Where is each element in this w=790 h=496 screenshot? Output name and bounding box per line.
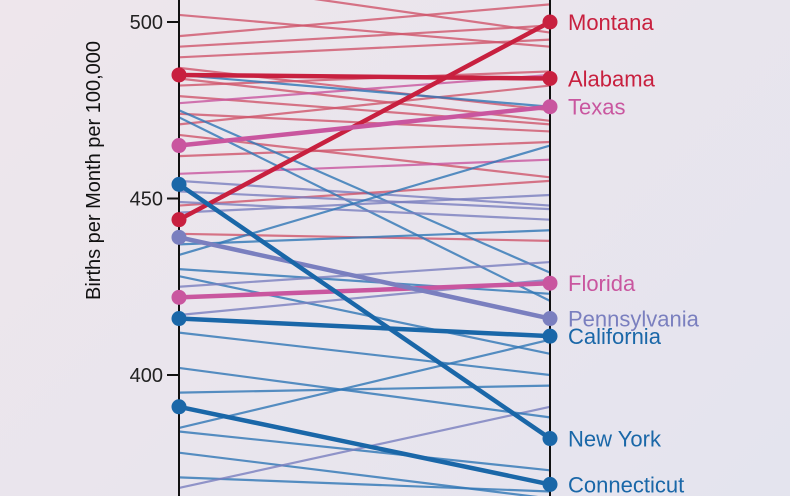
background-series-line <box>178 430 551 472</box>
end-point <box>542 70 558 86</box>
y-tick-label: 400 <box>130 365 163 387</box>
background-series-line <box>178 3 551 38</box>
highlight-series-line <box>178 235 551 321</box>
y-tick-label: 450 <box>130 189 163 211</box>
background-series-line <box>178 116 551 302</box>
state-label: Florida <box>568 271 636 296</box>
background-lines-layer <box>178 0 551 496</box>
start-point <box>171 138 187 154</box>
highlight-series-line <box>178 72 551 81</box>
background-series-line <box>178 73 551 108</box>
background-series-line <box>178 476 551 493</box>
background-series-line <box>178 331 551 377</box>
background-series-line <box>178 275 551 355</box>
highlight-series-line <box>178 280 551 300</box>
background-series-line <box>178 268 551 295</box>
background-series-line <box>178 84 551 126</box>
highlight-series-line <box>177 182 552 441</box>
state-label: Pennsylvania <box>568 307 700 332</box>
end-point <box>542 431 558 447</box>
start-point <box>171 311 187 327</box>
background-series-line <box>178 451 539 496</box>
background-series-line <box>178 366 551 419</box>
highlight-series-line <box>177 20 552 222</box>
start-point <box>171 229 187 245</box>
state-label: Connecticut <box>568 472 684 496</box>
background-series-line <box>178 38 551 59</box>
state-label: California <box>568 324 662 349</box>
background-series-line <box>313 0 551 34</box>
background-series-line <box>178 144 551 257</box>
state-label: Montana <box>568 10 654 35</box>
state-label: Texas <box>568 95 625 120</box>
background-series-line <box>178 24 551 48</box>
background-series-line <box>178 193 551 214</box>
end-point <box>542 275 558 291</box>
background-series-line <box>178 140 551 158</box>
end-point <box>542 311 558 327</box>
end-point <box>542 14 558 30</box>
state-label: New York <box>568 427 662 452</box>
end-point <box>542 99 558 115</box>
highlight-series-line <box>178 316 551 339</box>
y-ticks-layer: 400 450 500 <box>130 12 179 387</box>
background-series-line <box>178 200 551 221</box>
background-series-line <box>178 13 551 48</box>
start-point <box>171 289 187 305</box>
highlight-series-line <box>178 404 551 487</box>
end-point <box>542 476 558 492</box>
state-label: Alabama <box>568 66 656 91</box>
start-point <box>171 176 187 192</box>
background-series-line <box>178 158 551 175</box>
highlight-labels-layer: Montana Alabama Texas Florida PennsylvaniaCa… <box>568 10 700 496</box>
background-series-line <box>178 133 551 179</box>
end-point <box>542 328 558 344</box>
background-series-line <box>178 384 551 394</box>
background-series-line <box>178 260 551 288</box>
highlight-lines-layer <box>171 14 558 492</box>
start-point <box>171 399 187 415</box>
background-series-line <box>178 179 551 207</box>
y-axis-title: Births per Month per 100,000 <box>83 41 105 300</box>
start-point <box>171 212 187 228</box>
background-series-line <box>178 229 551 246</box>
background-series-line <box>178 95 551 126</box>
start-point <box>171 67 187 83</box>
y-tick-label: 500 <box>130 12 163 34</box>
highlight-series-line <box>178 104 551 148</box>
background-series-line <box>178 338 551 430</box>
